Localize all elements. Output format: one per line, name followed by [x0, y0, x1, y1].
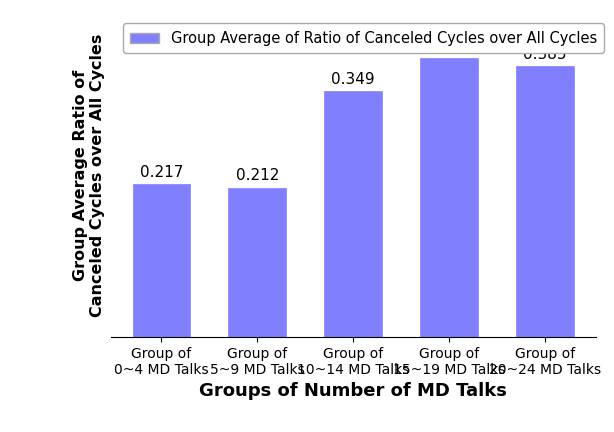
Text: 0.385: 0.385	[523, 47, 567, 62]
Text: 0.212: 0.212	[236, 168, 279, 184]
Text: 0.396: 0.396	[427, 39, 471, 54]
Y-axis label: Group Average Ratio of
Canceled Cycles over All Cycles: Group Average Ratio of Canceled Cycles o…	[72, 33, 105, 317]
X-axis label: Groups of Number of MD Talks: Groups of Number of MD Talks	[199, 382, 507, 400]
Text: 0.349: 0.349	[331, 72, 375, 87]
Bar	[133, 184, 190, 337]
Bar	[228, 187, 286, 337]
Bar	[420, 58, 478, 337]
Legend: Group Average of Ratio of Canceled Cycles over All Cycles: Group Average of Ratio of Canceled Cycle…	[123, 23, 604, 53]
Bar	[324, 91, 382, 337]
Bar	[516, 66, 573, 337]
Text: 0.217: 0.217	[139, 165, 183, 180]
